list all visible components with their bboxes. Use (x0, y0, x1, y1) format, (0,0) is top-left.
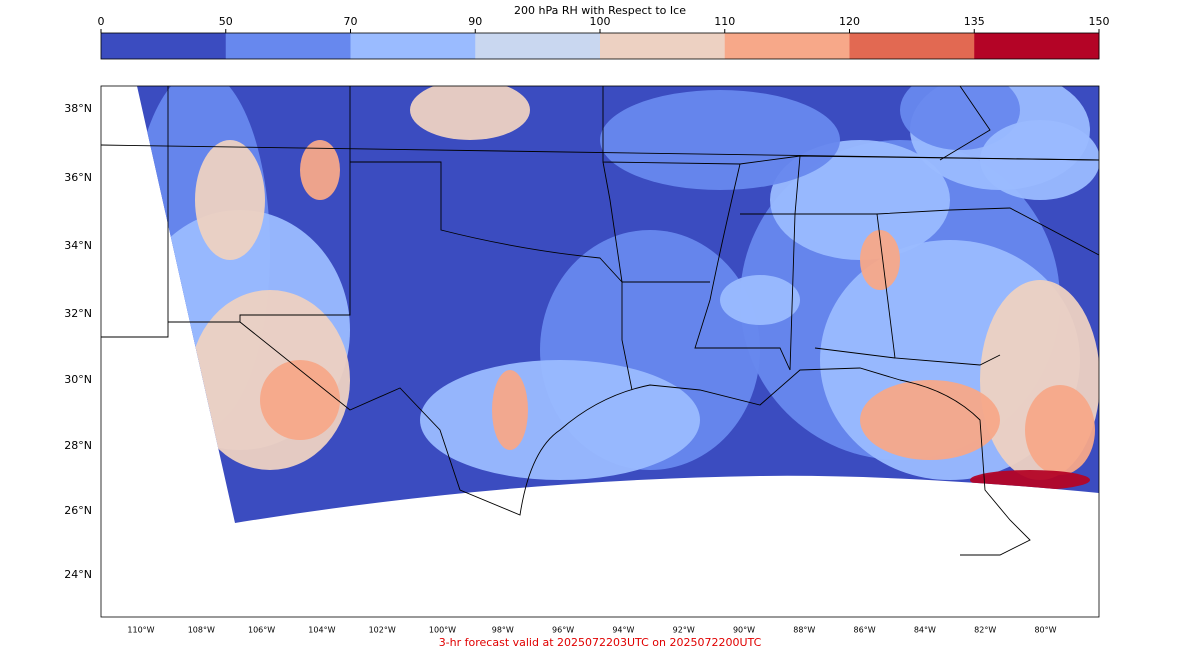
lat-label: 26°N (64, 504, 92, 517)
lon-label: 88°W (793, 626, 815, 635)
field-contour (720, 275, 800, 325)
lon-label: 94°W (612, 626, 634, 635)
colorbar-tick-label: 70 (344, 15, 358, 28)
rh-field (137, 86, 1099, 523)
colorbar-segment (974, 33, 1100, 59)
lat-label: 30°N (64, 373, 92, 386)
field-contour (860, 380, 1000, 460)
lat-label: 36°N (64, 171, 92, 184)
forecast-footer: 3-hr forecast valid at 2025072203UTC on … (439, 636, 762, 649)
borders (101, 86, 1099, 556)
colorbar-tick-label: 90 (468, 15, 482, 28)
field-contour (1025, 385, 1095, 475)
colorbar-title: 200 hPa RH with Respect to Ice (514, 4, 686, 17)
colorbar: 0 50 70 90 100 110 120 135 150 (98, 15, 1110, 60)
colorbar-tick-label: 100 (590, 15, 611, 28)
lon-label: 84°W (914, 626, 936, 635)
lon-label: 100°W (429, 626, 456, 635)
lon-label: 98°W (492, 626, 514, 635)
field-contour (410, 86, 530, 140)
lon-label: 108°W (188, 626, 215, 635)
colorbar-tick-label: 135 (964, 15, 985, 28)
colorbar-segment (849, 33, 975, 59)
lon-label: 80°W (1034, 626, 1056, 635)
lon-label: 90°W (733, 626, 755, 635)
lon-label: 110°W (127, 626, 154, 635)
lon-label: 96°W (552, 626, 574, 635)
colorbar-segment (350, 33, 476, 59)
colorbar-segment (225, 33, 351, 59)
colorbar-tick-label: 0 (98, 15, 105, 28)
lon-label: 102°W (369, 626, 396, 635)
colorbar-segment (101, 33, 227, 59)
field-contour (860, 230, 900, 290)
lat-label: 32°N (64, 307, 92, 320)
lat-label: 38°N (64, 102, 92, 115)
colorbar-tick-label: 110 (714, 15, 735, 28)
lon-label: 106°W (248, 626, 275, 635)
lat-label: 34°N (64, 239, 92, 252)
lon-label: 82°W (974, 626, 996, 635)
field-contour (260, 360, 340, 440)
lat-label: 24°N (64, 568, 92, 581)
field-contour (195, 140, 265, 260)
lon-label: 86°W (854, 626, 876, 635)
field-contour (492, 370, 528, 450)
colorbar-segment (600, 33, 726, 59)
colorbar-tick-label: 150 (1089, 15, 1110, 28)
colorbar-segment (724, 33, 850, 59)
colorbar-tick-label: 120 (839, 15, 860, 28)
colorbar-tick-label: 50 (219, 15, 233, 28)
colorbar-segment (475, 33, 601, 59)
field-contour (300, 140, 340, 200)
field-contour (600, 90, 840, 190)
lon-label: 92°W (673, 626, 695, 635)
field-contour (420, 360, 700, 480)
field-contour (980, 120, 1099, 200)
lat-label: 28°N (64, 439, 92, 452)
map-frame (100, 85, 1100, 618)
lon-label: 104°W (308, 626, 335, 635)
graticule-labels: 38°N 36°N 34°N 32°N 30°N 28°N 26°N 24°N 110°W 108… (64, 102, 1056, 635)
